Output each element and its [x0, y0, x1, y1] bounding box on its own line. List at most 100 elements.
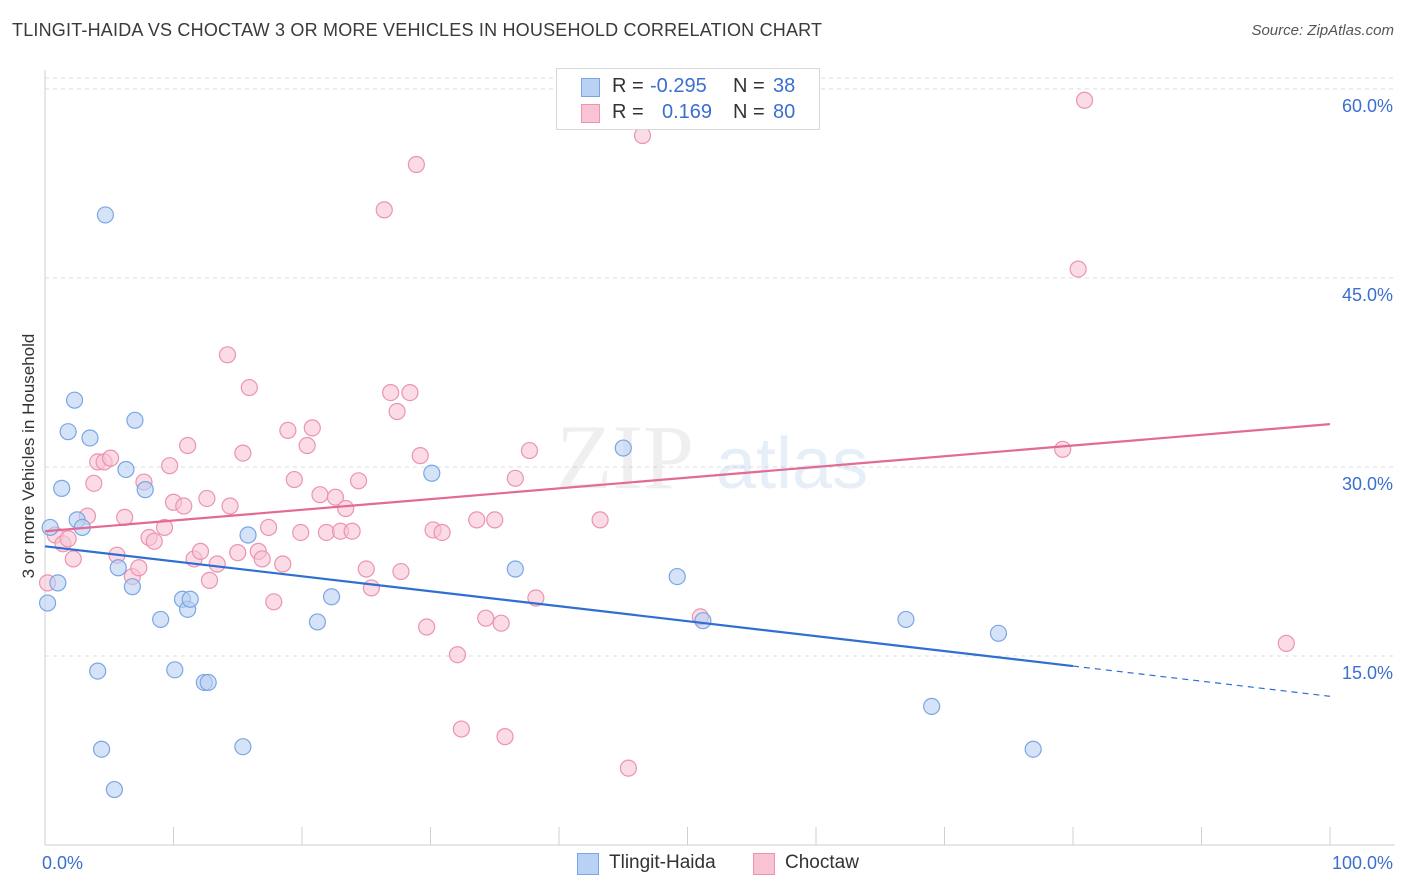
choctaw-point	[175, 497, 193, 515]
choctaw-point	[229, 544, 247, 562]
tlingit-haida-label: Tlingit-Haida	[609, 852, 716, 873]
choctaw-point	[401, 384, 419, 402]
choctaw-point	[477, 609, 495, 627]
x-tick-label: 100.0%	[1332, 853, 1393, 873]
tlingit-haida-point	[1024, 740, 1042, 758]
legend-n-value: 38	[773, 75, 796, 97]
choctaw-point	[155, 518, 174, 537]
choctaw-point	[448, 646, 467, 664]
watermark-zip: ZIP	[556, 406, 694, 508]
tlingit-haida-swatch	[577, 853, 599, 875]
tlingit-haida-point	[166, 661, 184, 679]
tlingit-haida-point	[38, 594, 57, 612]
choctaw-point	[303, 419, 321, 437]
choctaw-point	[433, 523, 451, 542]
choctaw-point	[468, 511, 486, 529]
choctaw-point	[116, 508, 134, 526]
tlingit-haida-trend-line-extension	[1072, 665, 1331, 697]
choctaw-point	[101, 449, 120, 467]
choctaw-point	[591, 511, 609, 529]
tlingit-haida-point	[123, 578, 141, 596]
choctaw-point	[392, 562, 410, 581]
choctaw-point	[59, 530, 77, 548]
choctaw-point	[343, 522, 361, 540]
choctaw-swatch	[581, 104, 600, 123]
choctaw-point	[234, 444, 252, 462]
tlingit-haida-point	[239, 526, 257, 544]
source-label: Source: ZipAtlas.com	[1251, 22, 1394, 39]
choctaw-point	[506, 469, 524, 487]
choctaw-point	[200, 571, 219, 589]
choctaw-point	[145, 532, 163, 550]
choctaw-point	[292, 523, 310, 542]
choctaw-point	[520, 441, 539, 460]
choctaw-point	[326, 488, 345, 506]
x-tick-label: 0.0%	[42, 853, 83, 873]
choctaw-point	[240, 378, 258, 397]
tlingit-haida-point	[96, 206, 114, 224]
tlingit-haida-point	[105, 780, 123, 799]
choctaw-point	[285, 470, 303, 489]
tlingit-haida-point	[308, 613, 327, 631]
choctaw-point	[418, 618, 436, 636]
tick-labels: 15.0% 30.0% 45.0% 60.0% 0.0% 100.0%	[42, 96, 1393, 873]
choctaw-point	[311, 486, 329, 504]
tlingit-haida-trend-line	[44, 545, 1074, 668]
y-axis-label: 3 or more Vehicles in Household	[19, 334, 38, 579]
tlingit-haida-point	[322, 588, 341, 606]
choctaw-point	[452, 720, 470, 738]
legend-r-label: R =	[612, 101, 644, 123]
choctaw-point	[382, 384, 400, 402]
tlingit-haida-point	[81, 429, 99, 447]
choctaw-point	[130, 559, 148, 577]
tlingit-haida-swatch	[581, 78, 600, 97]
watermark: ZIP atlas	[556, 406, 868, 508]
choctaw-point	[198, 489, 216, 508]
tlingit-haida-point	[897, 610, 915, 629]
choctaw-point	[191, 542, 210, 560]
choctaw-point	[1277, 634, 1295, 652]
choctaw-label: Choctaw	[785, 852, 859, 873]
choctaw-point	[492, 614, 510, 632]
tlingit-haida-point	[117, 460, 135, 479]
choctaw-point	[349, 472, 368, 490]
y-tick-label: 45.0%	[1342, 285, 1393, 305]
tlingit-haida-point	[126, 411, 144, 429]
choctaw-point	[265, 593, 283, 611]
tlingit-haida-point	[65, 391, 84, 409]
tlingit-haida-point	[614, 439, 632, 457]
tlingit-haida-point	[423, 464, 441, 482]
choctaw-point	[388, 402, 406, 421]
choctaw-point	[221, 497, 239, 515]
tlingit-haida-point	[694, 612, 712, 630]
axes	[44, 70, 1395, 846]
choctaw-point	[208, 555, 226, 573]
chart-title: TLINGIT-HAIDA VS CHOCTAW 3 OR MORE VEHIC…	[12, 20, 823, 40]
y-tick-label: 60.0%	[1342, 96, 1393, 116]
legend-r-value: -0.295	[650, 75, 707, 97]
choctaw-point	[253, 550, 271, 568]
tlingit-haida-point	[234, 738, 252, 756]
choctaw-point	[317, 523, 336, 542]
choctaw-point	[375, 201, 393, 219]
tlingit-haida-point	[92, 740, 111, 758]
choctaw-points	[38, 91, 1295, 777]
choctaw-point	[337, 499, 355, 518]
tlingit-haida-point	[49, 574, 67, 592]
choctaw-point	[407, 155, 425, 174]
tlingit-haida-point	[199, 673, 217, 692]
tlingit-haida-point	[668, 567, 686, 586]
choctaw-point	[496, 728, 514, 746]
tlingit-haida-point	[923, 697, 941, 715]
choctaw-point	[85, 474, 103, 492]
tlingit-haida-point	[53, 479, 71, 497]
choctaw-point	[357, 560, 375, 578]
choctaw-point	[64, 550, 82, 568]
legend-r-label: R =	[612, 75, 644, 97]
legend-n-label: N =	[733, 101, 765, 123]
choctaw-point	[259, 518, 278, 537]
y-tick-label: 15.0%	[1342, 663, 1393, 683]
tlingit-haida-point	[152, 610, 170, 629]
choctaw-point	[218, 346, 237, 364]
